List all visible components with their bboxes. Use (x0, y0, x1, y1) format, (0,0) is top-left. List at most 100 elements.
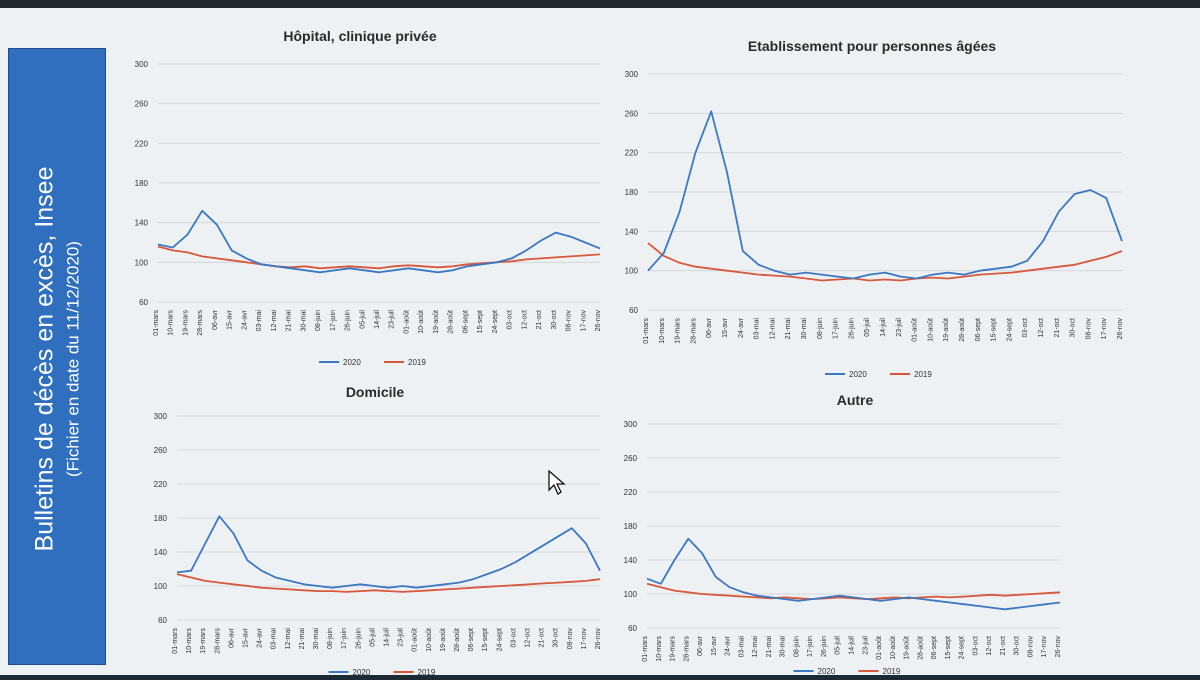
series-line-2019 (647, 242, 1123, 282)
x-tick-label: 17-juin (807, 636, 814, 657)
legend-label-2020: 2020 (353, 668, 371, 675)
chart-svg: 60 100 140 180 220 260 300 01-mars 10-mars 19-mar… (135, 60, 602, 367)
x-tick-label: 19-août (904, 636, 911, 660)
y-tick-label: 300 (624, 420, 638, 429)
x-tick-label: 14-juil (384, 628, 391, 647)
x-tick-label: 06-sept (975, 318, 982, 341)
x-tick-label: 17-nov (581, 628, 588, 650)
x-tick-label: 14-juil (880, 318, 887, 337)
y-tick-label: 300 (154, 412, 168, 421)
x-tick-label: 21-oct (539, 628, 546, 648)
x-tick-label: 24-sept (959, 636, 966, 659)
x-tick-label: 28-mars (690, 318, 697, 344)
legend-label-2020: 2020 (849, 370, 867, 379)
y-tick-label: 140 (625, 227, 639, 236)
sidebar-subtitle: (Fichier en date du 11/12/2020) (63, 241, 83, 477)
x-tick-label: 03-oct (510, 628, 517, 648)
window-top-bar (0, 0, 1200, 8)
x-tick-label: 19-août (943, 318, 950, 342)
x-tick-label: 12-oct (1038, 318, 1045, 338)
x-tick-label: 26-juin (848, 318, 855, 339)
y-tick-label: 180 (624, 522, 638, 531)
x-tick-label: 17-juin (341, 628, 348, 649)
x-tick-label: 21-oct (536, 310, 543, 330)
y-tick-label: 220 (135, 139, 149, 148)
x-tick-label: 24-sept (492, 310, 499, 333)
x-tick-label: 24-sept (1006, 318, 1013, 341)
x-tick-label: 30-mai (801, 318, 808, 340)
x-tick-label: 17-nov (1041, 636, 1048, 658)
chart-domicile: Domicile 60 100 140 180 220 260 300 01-mars 10-m… (125, 380, 625, 677)
x-tick-label: 30-mai (780, 636, 787, 658)
y-tick-label: 260 (154, 446, 168, 455)
chart-autre: Autre 60 100 140 180 220 260 300 01-mars 10-mars… (605, 388, 1105, 676)
x-tick-label: 10-mars (186, 628, 193, 654)
legend-label-2019: 2019 (914, 370, 932, 379)
x-tick-label: 14-juil (849, 636, 856, 655)
x-tick-label: 21-oct (1000, 636, 1007, 656)
y-tick-label: 180 (154, 514, 168, 523)
y-tick-label: 260 (625, 109, 639, 118)
x-tick-label: 17-juin (833, 318, 840, 339)
x-tick-label: 03-mai (271, 628, 278, 650)
y-tick-label: 100 (624, 590, 638, 599)
x-tick-label: 30-oct (551, 310, 558, 330)
slide: Bulletins de décès en excès, Insee (Fich… (0, 8, 1200, 677)
x-tick-label: 03-oct (972, 636, 979, 656)
x-tick-label: 14-juil (374, 310, 381, 329)
x-tick-label: 10-mars (168, 310, 175, 336)
x-tick-label: 06-avr (228, 627, 235, 648)
x-tick-label: 15-sept (477, 310, 484, 333)
x-tick-label: 26-juin (345, 310, 352, 331)
y-tick-label: 100 (154, 582, 168, 591)
x-tick-label: 26-nov (1055, 636, 1062, 658)
x-tick-label: 30-oct (1070, 318, 1077, 338)
chart-svg: 60 100 140 180 220 260 300 01-mars 10-mars 19-mar… (154, 412, 602, 677)
x-tick-label: 10-mars (659, 318, 666, 344)
chart-svg: 60 100 140 180 220 260 300 01-mars 10-mars 19-mar… (625, 70, 1124, 379)
y-tick-label: 100 (135, 258, 149, 267)
x-tick-label: 12-mai (752, 636, 759, 658)
x-tick-label: 01-mars (153, 310, 160, 336)
x-tick-label: 26-nov (595, 628, 602, 650)
mouse-pointer-icon (548, 469, 566, 501)
x-tick-label: 28-mars (214, 628, 221, 654)
x-tick-label: 06-sept (462, 310, 469, 333)
x-tick-label: 08-juin (327, 628, 334, 649)
x-tick-label: 28-mars (197, 310, 204, 336)
x-tick-label: 17-nov (1101, 318, 1108, 340)
x-tick-label: 19-août (440, 628, 447, 652)
sidebar-title: Bulletins de décès en excès, Insee (30, 166, 59, 552)
x-tick-label: 26-nov (1117, 318, 1124, 340)
y-tick-label: 60 (139, 298, 148, 307)
x-tick-label: 26-nov (595, 310, 602, 332)
y-tick-label: 60 (628, 624, 637, 633)
x-tick-label: 17-juin (330, 310, 337, 331)
legend-label-2019: 2019 (408, 358, 426, 367)
x-tick-label: 19-mars (670, 636, 677, 662)
x-tick-label: 28-août (917, 636, 924, 660)
x-tick-label: 03-mai (256, 310, 263, 332)
x-tick-label: 08-juin (315, 310, 322, 331)
x-tick-label: 24-avr (241, 309, 248, 330)
y-tick-label: 100 (625, 267, 639, 276)
y-tick-label: 220 (624, 488, 638, 497)
x-tick-label: 23-juil (862, 636, 869, 655)
series-line-2020 (176, 515, 601, 589)
x-tick-label: 21-mai (766, 636, 773, 658)
x-tick-label: 01-mars (643, 318, 650, 344)
x-tick-label: 01-août (912, 318, 919, 342)
chart-title: Domicile (345, 384, 405, 400)
x-tick-label: 30-mai (313, 628, 320, 650)
x-tick-label: 15-avr (711, 635, 718, 656)
x-tick-label: 08-nov (567, 628, 574, 650)
x-tick-label: 19-mars (675, 318, 682, 344)
x-tick-label: 30-mai (300, 310, 307, 332)
x-tick-label: 05-juil (359, 310, 366, 329)
legend-label-2020: 2020 (343, 358, 361, 367)
y-tick-label: 140 (624, 556, 638, 565)
y-tick-label: 60 (629, 306, 638, 315)
y-tick-label: 60 (158, 616, 167, 625)
x-tick-label: 15-avr (243, 627, 250, 648)
y-tick-label: 300 (625, 70, 639, 79)
